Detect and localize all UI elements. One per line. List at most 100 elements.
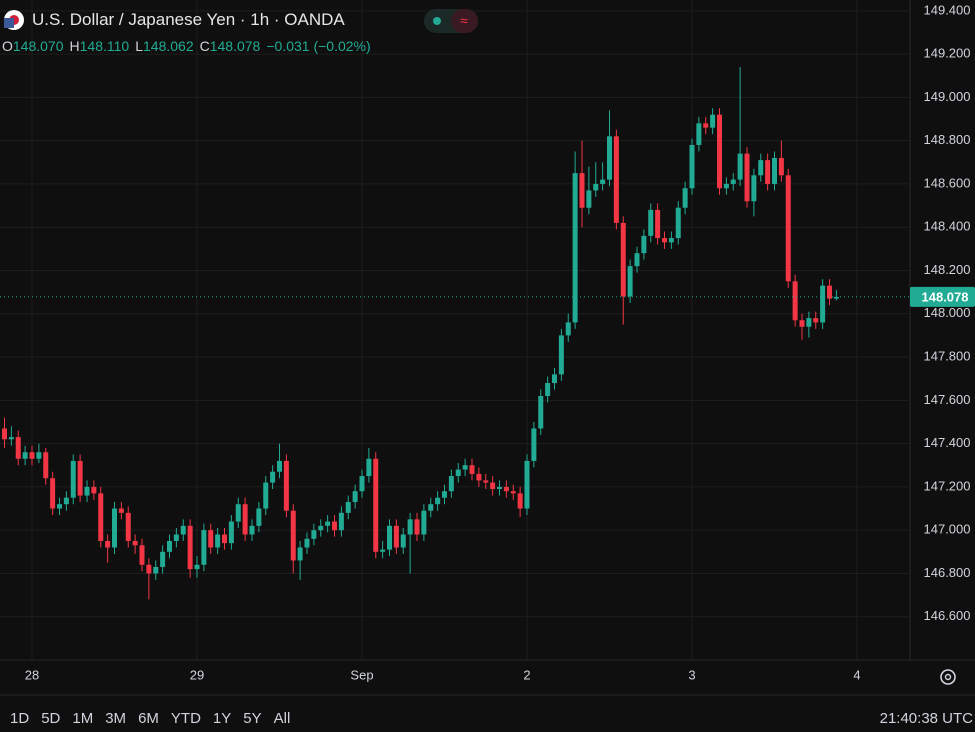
settings-icon[interactable] xyxy=(940,669,956,685)
candle-body xyxy=(455,469,461,477)
candle-body xyxy=(393,525,399,548)
candle-body xyxy=(43,452,49,479)
range-button[interactable]: All xyxy=(273,710,291,727)
candle-body xyxy=(689,144,695,189)
candle-body xyxy=(552,374,557,384)
candle-body xyxy=(524,460,530,509)
candle-body xyxy=(703,123,709,128)
candle-body xyxy=(338,512,344,531)
candle-body xyxy=(153,566,159,574)
candle-body xyxy=(242,504,248,535)
candle-body xyxy=(655,209,661,239)
y-tick-label: 147.200 xyxy=(924,478,971,493)
candle-body xyxy=(215,534,221,548)
candle-body xyxy=(283,460,289,511)
candle-body xyxy=(723,183,729,189)
candle-body xyxy=(820,285,826,323)
range-button[interactable]: YTD xyxy=(170,710,201,727)
candle-body xyxy=(345,502,351,513)
candle-body xyxy=(600,179,606,184)
candle-body xyxy=(263,482,269,509)
y-tick-label: 149.400 xyxy=(924,2,971,17)
x-tick-label: 3 xyxy=(688,667,695,682)
candle-body xyxy=(751,175,757,202)
candle-body xyxy=(476,473,482,481)
candle-body xyxy=(483,480,489,483)
candle-body xyxy=(833,296,839,299)
candle-body xyxy=(558,335,564,375)
last-price-label: 148.078 xyxy=(922,289,969,304)
ohlc-value: 148.110 xyxy=(79,38,130,54)
status-pill[interactable]: ≈ xyxy=(424,9,478,33)
candle-body xyxy=(531,428,537,461)
candle-body xyxy=(208,530,214,548)
range-button[interactable]: 5D xyxy=(41,710,61,727)
candle-body xyxy=(50,478,56,509)
range-button[interactable]: 6M xyxy=(138,710,159,727)
x-tick-label: 4 xyxy=(853,667,860,682)
candle-body xyxy=(620,222,626,297)
candle-body xyxy=(586,190,592,208)
ohlc-value: 148.078 xyxy=(209,38,261,54)
candle-body xyxy=(806,318,812,327)
candle-body xyxy=(57,504,62,509)
ohlc-key: O xyxy=(2,38,13,54)
range-button[interactable]: 3M xyxy=(105,710,127,727)
range-button[interactable]: 1M xyxy=(72,710,94,727)
candle-body xyxy=(407,519,413,535)
candle-body xyxy=(146,564,152,574)
candle-body xyxy=(648,209,654,236)
y-tick-label: 147.000 xyxy=(924,522,971,537)
candle-body xyxy=(717,114,722,189)
candle-body xyxy=(297,547,303,561)
x-tick-label: 2 xyxy=(523,667,530,682)
candle-body xyxy=(118,508,124,513)
candle-body xyxy=(15,437,21,459)
candle-body xyxy=(84,486,90,496)
candle-body xyxy=(765,160,771,184)
y-tick-label: 148.400 xyxy=(924,219,971,234)
candle-body xyxy=(125,512,131,541)
y-tick-label: 146.800 xyxy=(924,565,971,580)
candle-body xyxy=(538,396,544,429)
y-tick-label: 148.200 xyxy=(924,262,971,277)
candle-body xyxy=(428,504,434,511)
candle-body xyxy=(311,530,317,539)
candle-body xyxy=(173,534,179,541)
candle-body xyxy=(813,318,819,323)
candle-body xyxy=(290,510,296,561)
candle-body xyxy=(160,551,166,567)
candle-body xyxy=(613,136,619,223)
candle-body xyxy=(70,460,76,498)
symbol-title: U.S. Dollar / Japanese Yen · 1h · OANDA xyxy=(32,10,345,29)
candle-body xyxy=(662,238,667,243)
candle-body xyxy=(792,281,798,321)
candle-body xyxy=(668,238,674,243)
candle-body xyxy=(187,525,193,570)
candle-body xyxy=(469,465,475,474)
candle-body xyxy=(627,266,633,297)
change: −0.031 (−0.02%) xyxy=(266,38,371,54)
candle-body xyxy=(593,183,599,191)
candle-body xyxy=(139,545,145,565)
candle-body xyxy=(132,540,138,546)
y-tick-label: 149.000 xyxy=(924,89,971,104)
candle-body xyxy=(105,540,111,548)
ohlc-key: L xyxy=(135,38,143,54)
candle-body xyxy=(421,510,427,535)
range-button[interactable]: 1D xyxy=(10,710,30,727)
last-price-tag xyxy=(910,286,975,307)
range-button[interactable]: 1Y xyxy=(212,710,232,727)
candle-body xyxy=(180,525,186,535)
candle-body xyxy=(696,123,702,145)
clock: 21:40:38 UTC xyxy=(879,710,973,727)
flag-icon xyxy=(4,10,24,30)
candle-body xyxy=(503,486,509,492)
candle-body xyxy=(579,173,585,208)
candle-body xyxy=(785,175,791,282)
candle-body xyxy=(325,521,331,526)
candle-body xyxy=(2,428,7,440)
candle-body xyxy=(448,476,454,492)
range-button[interactable]: 5Y xyxy=(243,710,262,727)
